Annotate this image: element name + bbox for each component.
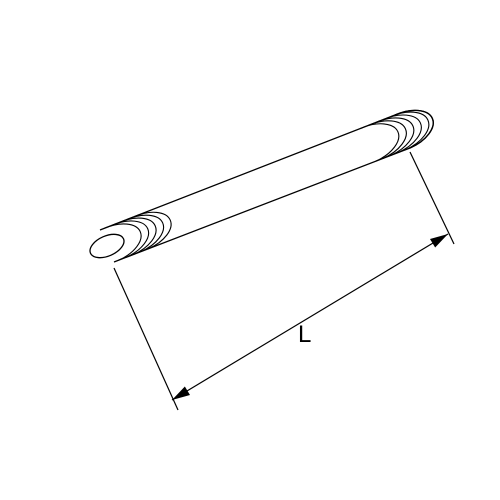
dimension-label: L [298,321,311,348]
dimension-line [172,234,448,400]
thread-line [361,124,399,161]
extension-line-1 [114,268,178,410]
rod-end-near [87,230,128,263]
rod-body [100,110,433,262]
thread-line [368,121,406,159]
arrowhead-icon [172,386,190,400]
extension-line-2 [410,152,454,244]
arrowhead-icon [430,234,448,248]
